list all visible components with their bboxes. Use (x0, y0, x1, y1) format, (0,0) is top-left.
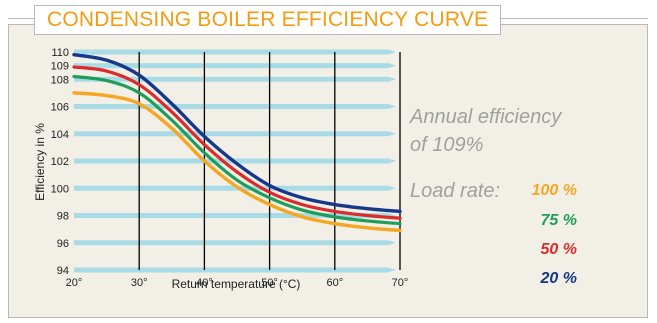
annotation-line2: of 109% (410, 134, 484, 156)
series-lines (72, 53, 402, 233)
y-tick-96: 96 (57, 238, 69, 250)
series-line-75pct (72, 74, 402, 226)
x-tick-70: 70° (392, 277, 409, 289)
x-tick-50: 50° (261, 277, 278, 289)
x-tick-labels: 20° 30° 40° 50° 60° 70° (66, 277, 409, 289)
grid-band-96 (74, 240, 396, 246)
grid-band-104 (74, 131, 396, 137)
grid-band-106 (74, 104, 396, 109)
x-tick-40: 40° (196, 277, 213, 289)
y-tick-104: 104 (51, 129, 69, 141)
grid-band-94 (74, 267, 396, 273)
load-rate-100pct: 100 % (531, 182, 577, 199)
y-tick-102: 102 (51, 156, 69, 168)
load-rate-50pct: 50 % (540, 241, 577, 258)
y-tick-108: 108 (51, 74, 69, 86)
load-rate-20pct: 20 % (540, 270, 577, 287)
y-tick-100: 100 (51, 183, 69, 195)
annotation-line1: Annual efficiency (410, 106, 562, 128)
series-line-100pct (72, 91, 402, 233)
y-axis-label: Efficiency in % (33, 123, 47, 201)
x-tick-20: 20° (66, 277, 83, 289)
y-tick-110: 110 (51, 47, 69, 59)
y-tick-94: 94 (57, 265, 69, 277)
series-line-20pct (72, 53, 402, 214)
x-axis-label: Return temperature (°C) (172, 277, 301, 291)
y-tick-106: 106 (51, 102, 69, 114)
grid-band-109 (74, 63, 396, 69)
grid-band-108 (74, 76, 396, 82)
y-tick-109: 109 (51, 61, 69, 73)
grid-band-110 (74, 49, 396, 55)
y-tick-98: 98 (57, 211, 69, 223)
x-tick-60: 60° (326, 277, 343, 289)
grid-band-100 (74, 185, 396, 191)
x-tick-30: 30° (131, 277, 148, 289)
load-rate-75pct: 75 % (540, 212, 577, 229)
chart-title: CONDENSING BOILER EFFICIENCY CURVE (34, 5, 502, 35)
load-rate-label: Load rate: (410, 180, 501, 202)
series-line-50pct (72, 65, 402, 220)
